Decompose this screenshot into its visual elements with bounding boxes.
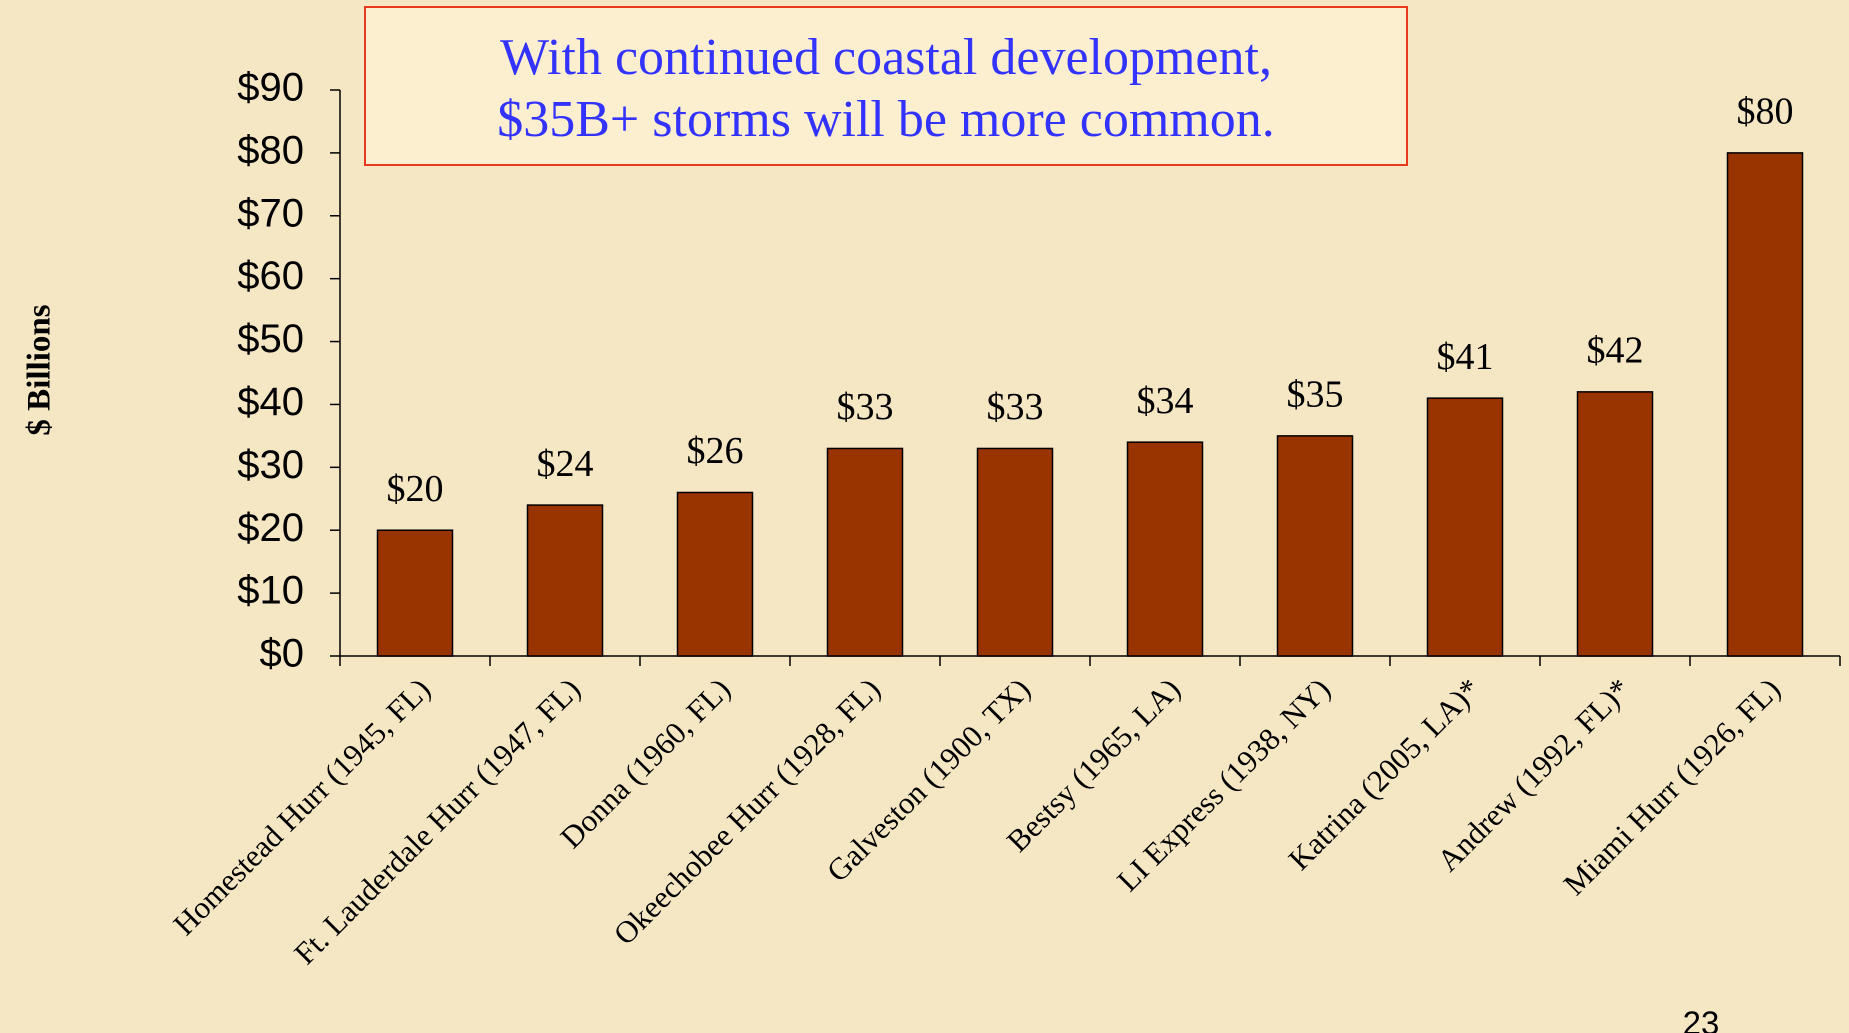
y-tick-label: $40 [237, 380, 304, 424]
value-label: $41 [1437, 336, 1494, 378]
y-tick-label: $70 [237, 191, 304, 235]
value-label: $34 [1137, 380, 1194, 422]
y-tick-label: $50 [237, 317, 304, 361]
bar [976, 447, 1054, 657]
y-tick-label: $80 [237, 128, 304, 172]
page-number: 23 [1683, 1005, 1720, 1033]
value-label: $33 [987, 386, 1044, 428]
value-label: $20 [387, 468, 444, 510]
bar [526, 504, 604, 657]
annotation-line: With continued coastal development, [500, 29, 1272, 86]
y-tick-label: $0 [260, 632, 305, 676]
bar [676, 491, 754, 657]
bar [1576, 391, 1654, 657]
y-tick-label: $20 [237, 506, 304, 550]
y-tick-label: $60 [237, 254, 304, 298]
y-axis-label: $ Billions [22, 304, 58, 435]
value-label: $80 [1737, 91, 1794, 133]
value-label: $26 [687, 430, 744, 472]
bar [1426, 397, 1504, 657]
bar [1726, 152, 1804, 657]
value-label: $33 [837, 386, 894, 428]
value-label: $42 [1587, 330, 1644, 372]
bar [826, 447, 904, 657]
annotation-box [364, 6, 1408, 166]
bar [1276, 435, 1354, 657]
y-tick-label: $30 [237, 443, 304, 487]
value-label: $24 [537, 443, 594, 485]
bar [376, 529, 454, 657]
value-label: $35 [1287, 374, 1344, 416]
y-tick-label: $90 [237, 66, 304, 110]
y-tick-label: $10 [237, 569, 304, 613]
bar [1126, 441, 1204, 657]
annotation-line: $35B+ storms will be more common. [497, 91, 1275, 148]
